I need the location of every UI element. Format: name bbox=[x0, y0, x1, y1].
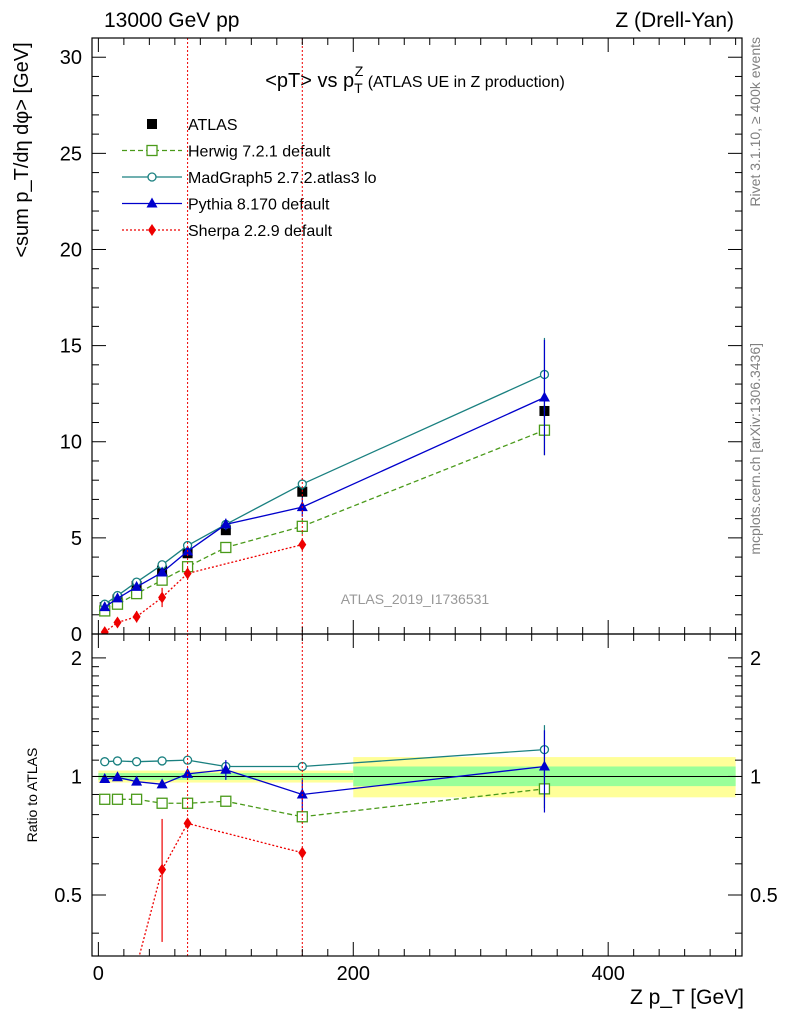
ratio-ytick-label-right-2: 2 bbox=[750, 648, 761, 670]
ratio-frame bbox=[91, 633, 743, 957]
ratio-series-2-point-2 bbox=[131, 775, 143, 786]
legend-entry-3-marker bbox=[146, 197, 158, 208]
ratio-series-1-point-0 bbox=[100, 757, 110, 767]
ratio-plot-area bbox=[92, 725, 742, 972]
ratio-series-3-line bbox=[138, 822, 303, 956]
legend-entry-4-label: Sherpa 2.2.9 default bbox=[188, 223, 333, 240]
main-series-3-point-1 bbox=[111, 592, 123, 603]
legend-entry-0-marker bbox=[147, 119, 157, 129]
ratio-series-2-point-0 bbox=[99, 773, 111, 784]
ratio-ytick-label-1: 1 bbox=[71, 766, 82, 788]
ratio-series-2-point-3 bbox=[156, 778, 168, 789]
legend: ATLAS Herwig 7.2.1 default MadGraph5 2.7.2… bbox=[122, 117, 377, 240]
axes: 0 5 10 15 20 25 30 0 200 400 0.5 0.5 1 1 2 2 bbox=[54, 37, 778, 985]
ratio-series-0-point-0 bbox=[99, 793, 111, 805]
ratio-series-0-point-6 bbox=[296, 811, 308, 823]
main-ytick-label-25: 25 bbox=[60, 143, 82, 165]
legend-entry-2-label: MadGraph5 2.7.2.atlas3 lo bbox=[188, 170, 377, 187]
ratio-series-0-point-5 bbox=[220, 795, 232, 807]
legend-entry-1-label: Herwig 7.2.1 default bbox=[188, 144, 331, 161]
main-ytick-label-30: 30 bbox=[60, 47, 82, 69]
xtick-label-0: 0 bbox=[93, 963, 104, 985]
main-series-1-point-5 bbox=[220, 541, 232, 554]
main-series-4-point-2 bbox=[132, 610, 141, 623]
ratio-series-3-point-3 bbox=[298, 846, 307, 859]
header-right: Z (Drell-Yan) bbox=[615, 9, 734, 32]
xtick-label-200: 200 bbox=[337, 963, 370, 985]
main-series-4-point-5 bbox=[298, 538, 307, 551]
ratio-series-1-point-1 bbox=[112, 756, 123, 766]
main-series-3-point-7 bbox=[538, 391, 550, 402]
ratio-series-1-point-4 bbox=[182, 755, 193, 765]
legend-entry-1-marker bbox=[146, 144, 158, 157]
main-series-3-point-2 bbox=[131, 580, 143, 591]
main-ytick-label-15: 15 bbox=[60, 336, 82, 358]
ratio-series-1-point-3 bbox=[157, 756, 167, 766]
ratio-series-2-point-5 bbox=[220, 763, 232, 774]
main-ytick-label-5: 5 bbox=[71, 528, 82, 550]
header-left: 13000 GeV pp bbox=[104, 9, 239, 32]
ratio-series-0-point-2 bbox=[130, 793, 143, 805]
main-series-3-point-3 bbox=[156, 566, 168, 577]
main-series-2-line bbox=[104, 373, 545, 605]
ratio-ytick-label-0.5: 0.5 bbox=[54, 885, 82, 907]
main-ytick-label-10: 10 bbox=[60, 432, 82, 454]
xtick-label-400: 400 bbox=[591, 963, 624, 985]
ratio-series-2-point-1 bbox=[111, 771, 123, 782]
legend-entry-3-label: Pythia 8.170 default bbox=[188, 197, 330, 214]
ratio-series-0-point-1 bbox=[111, 793, 124, 805]
ratio-series-3-point-0 bbox=[133, 960, 141, 972]
main-title-sup: Z bbox=[355, 63, 364, 79]
mcplots-label: mcplots.cern.ch [arXiv:1306.3436] bbox=[747, 343, 763, 555]
main-plot-area bbox=[99, 337, 551, 634]
ratio-ytick-label-right-1: 1 bbox=[750, 766, 761, 788]
ratio-series-2-point-7 bbox=[538, 760, 550, 771]
main-title-rest: (ATLAS UE in Z production) bbox=[363, 74, 565, 91]
main-series-3-line bbox=[104, 396, 545, 608]
main-title-main: <pT> vs p bbox=[265, 70, 354, 92]
ratio-series-1-point-2 bbox=[131, 757, 142, 767]
main-series-4-point-0 bbox=[100, 626, 109, 634]
main-ytick-label-0: 0 bbox=[71, 624, 82, 646]
x-axis-title: Z p_T [GeV] bbox=[630, 986, 744, 1009]
rivet-label: Rivet 3.1.10, ≥ 400k events bbox=[747, 37, 763, 207]
main-series-4-point-4 bbox=[183, 567, 192, 580]
main-series-4-point-3 bbox=[158, 591, 167, 604]
analysis-watermark: ATLAS_2019_I1736531 bbox=[341, 591, 490, 607]
main-series-2-point-6 bbox=[297, 479, 307, 489]
y-axis-title-main: <sum p_T/dη dφ> [GeV] bbox=[11, 42, 33, 257]
legend-entry-2-marker bbox=[147, 172, 157, 182]
main-series-1-point-3 bbox=[156, 574, 168, 586]
ratio-series-0-point-3 bbox=[156, 797, 168, 809]
ratio-series-3-point-1 bbox=[158, 863, 167, 876]
main-title-sub: T bbox=[354, 80, 363, 96]
main-title: <pT> vs pTZ (ATLAS UE in Z production) bbox=[265, 63, 565, 96]
y-axis-title-ratio: Ratio to ATLAS bbox=[24, 748, 40, 843]
ratio-ytick-label-2: 2 bbox=[71, 648, 82, 670]
main-ytick-label-20: 20 bbox=[60, 239, 82, 261]
ratio-series-2-point-6 bbox=[296, 788, 308, 799]
legend-entry-4-marker bbox=[148, 224, 156, 236]
ratio-ytick-label-right-0.5: 0.5 bbox=[750, 885, 778, 907]
main-series-3-point-0 bbox=[99, 601, 111, 612]
ratio-series-2-point-4 bbox=[182, 767, 194, 778]
ratio-series-0-line bbox=[104, 788, 545, 818]
legend-entry-0-label: ATLAS bbox=[188, 117, 238, 134]
main-series-1-line bbox=[104, 429, 545, 612]
main-series-4-point-1 bbox=[113, 616, 122, 629]
main-series-3-point-5 bbox=[220, 518, 232, 529]
